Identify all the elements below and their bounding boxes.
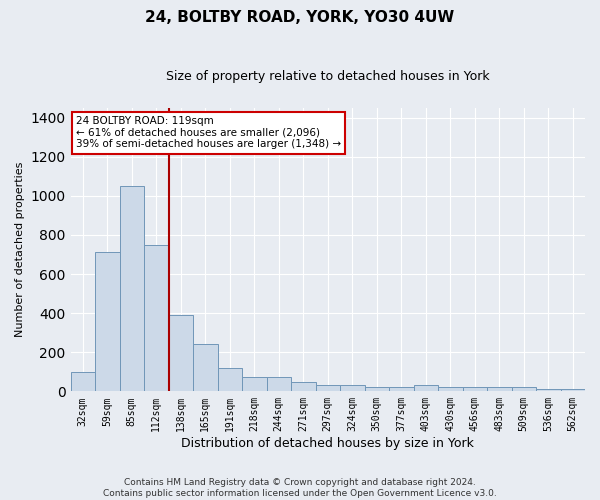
- Bar: [340, 386, 365, 392]
- Text: 24 BOLTBY ROAD: 119sqm
← 61% of detached houses are smaller (2,096)
39% of semi-: 24 BOLTBY ROAD: 119sqm ← 61% of detached…: [76, 116, 341, 150]
- Title: Size of property relative to detached houses in York: Size of property relative to detached ho…: [166, 70, 490, 83]
- Bar: [438, 388, 463, 392]
- Bar: [463, 388, 487, 392]
- Bar: [365, 388, 389, 392]
- Bar: [218, 368, 242, 392]
- Bar: [487, 388, 512, 392]
- Bar: [512, 388, 536, 392]
- Bar: [291, 382, 316, 392]
- X-axis label: Distribution of detached houses by size in York: Distribution of detached houses by size …: [181, 437, 474, 450]
- Bar: [71, 372, 95, 392]
- Bar: [144, 244, 169, 392]
- Bar: [242, 376, 266, 392]
- Y-axis label: Number of detached properties: Number of detached properties: [15, 162, 25, 337]
- Bar: [536, 390, 560, 392]
- Bar: [560, 390, 585, 392]
- Bar: [389, 388, 413, 392]
- Bar: [193, 344, 218, 392]
- Bar: [316, 386, 340, 392]
- Text: Contains HM Land Registry data © Crown copyright and database right 2024.
Contai: Contains HM Land Registry data © Crown c…: [103, 478, 497, 498]
- Bar: [95, 252, 119, 392]
- Bar: [169, 315, 193, 392]
- Bar: [266, 376, 291, 392]
- Text: 24, BOLTBY ROAD, YORK, YO30 4UW: 24, BOLTBY ROAD, YORK, YO30 4UW: [145, 10, 455, 25]
- Bar: [119, 186, 144, 392]
- Bar: [413, 386, 438, 392]
